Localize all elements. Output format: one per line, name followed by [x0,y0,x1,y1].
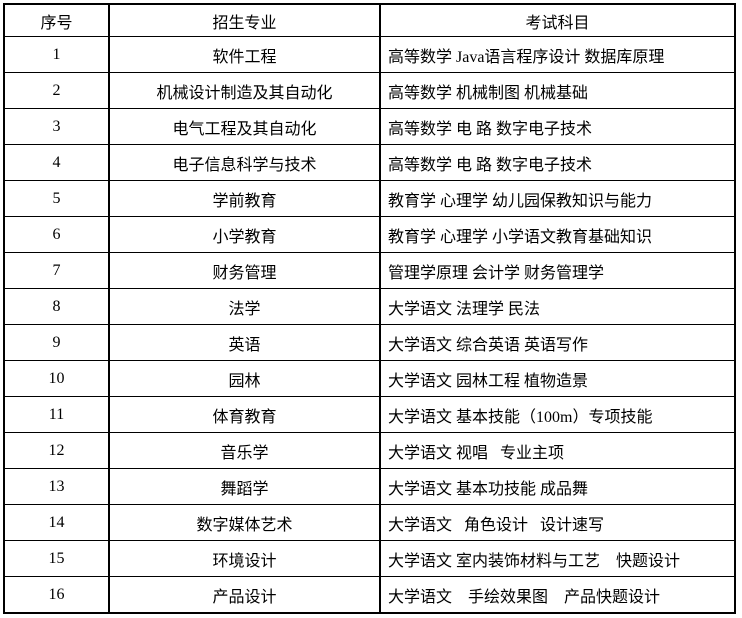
major-cell: 数字媒体艺术 [108,504,381,541]
major-cell: 产品设计 [108,576,381,614]
row-number-cell: 9 [3,324,110,361]
major-cell: 小学教育 [108,216,381,253]
row-number-cell: 7 [3,252,110,289]
major-cell: 体育教育 [108,396,381,433]
subjects-cell: 大学语文 法理学 民法 [379,288,736,325]
row-number-cell: 8 [3,288,110,325]
table-row: 7 财务管理 管理学原理 会计学 财务管理学 [3,252,736,289]
major-cell: 英语 [108,324,381,361]
subjects-cell: 大学语文 角色设计 设计速写 [379,504,736,541]
major-cell: 园林 [108,360,381,397]
major-cell: 环境设计 [108,540,381,577]
table-row: 4 电子信息科学与技术 高等数学 电 路 数字电子技术 [3,144,736,181]
row-number-cell: 4 [3,144,110,181]
row-number-cell: 2 [3,72,110,109]
subjects-cell: 高等数学 电 路 数字电子技术 [379,108,736,145]
major-cell: 电子信息科学与技术 [108,144,381,181]
table-row: 11 体育教育 大学语文 基本技能（100m）专项技能 [3,396,736,433]
subjects-cell: 大学语文 手绘效果图 产品快题设计 [379,576,736,614]
major-cell: 机械设计制造及其自动化 [108,72,381,109]
header-row: 序号 招生专业 考试科目 [3,3,736,37]
subjects-cell: 高等数学 电 路 数字电子技术 [379,144,736,181]
row-number-cell: 15 [3,540,110,577]
major-cell: 软件工程 [108,36,381,73]
subjects-cell: 大学语文 基本技能（100m）专项技能 [379,396,736,433]
table-body: 1 软件工程 高等数学 Java语言程序设计 数据库原理 2 机械设计制造及其自动化 高等… [3,36,736,614]
major-cell: 音乐学 [108,432,381,469]
table-row: 5 学前教育 教育学 心理学 幼儿园保教知识与能力 [3,180,736,217]
subjects-cell: 大学语文 综合英语 英语写作 [379,324,736,361]
major-cell: 法学 [108,288,381,325]
row-number-cell: 11 [3,396,110,433]
table-row: 13 舞蹈学 大学语文 基本功技能 成品舞 [3,468,736,505]
col-header-major: 招生专业 [108,3,381,37]
row-number-cell: 16 [3,576,110,614]
table-row: 14 数字媒体艺术 大学语文 角色设计 设计速写 [3,504,736,541]
major-cell: 财务管理 [108,252,381,289]
row-number-cell: 3 [3,108,110,145]
row-number-cell: 6 [3,216,110,253]
subjects-cell: 高等数学 机械制图 机械基础 [379,72,736,109]
row-number-cell: 5 [3,180,110,217]
subjects-cell: 大学语文 视唱 专业主项 [379,432,736,469]
col-header-serial-number: 序号 [3,3,110,37]
row-number-cell: 12 [3,432,110,469]
table-row: 3 电气工程及其自动化 高等数学 电 路 数字电子技术 [3,108,736,145]
row-number-cell: 13 [3,468,110,505]
table-row: 16 产品设计 大学语文 手绘效果图 产品快题设计 [3,576,736,614]
table-row: 15 环境设计 大学语文 室内装饰材料与工艺 快题设计 [3,540,736,577]
row-number-cell: 14 [3,504,110,541]
row-number-cell: 10 [3,360,110,397]
table-row: 6 小学教育 教育学 心理学 小学语文教育基础知识 [3,216,736,253]
major-cell: 学前教育 [108,180,381,217]
major-cell: 电气工程及其自动化 [108,108,381,145]
table-row: 10 园林 大学语文 园林工程 植物造景 [3,360,736,397]
subjects-cell: 教育学 心理学 小学语文教育基础知识 [379,216,736,253]
subjects-cell: 大学语文 园林工程 植物造景 [379,360,736,397]
table-row: 9 英语 大学语文 综合英语 英语写作 [3,324,736,361]
col-header-exam-subjects: 考试科目 [379,3,736,37]
row-number-cell: 1 [3,36,110,73]
subjects-cell: 管理学原理 会计学 财务管理学 [379,252,736,289]
admissions-exam-table: 序号 招生专业 考试科目 1 软件工程 高等数学 Java语言程序设计 数据库原理 2… [3,3,736,614]
subjects-cell: 大学语文 室内装饰材料与工艺 快题设计 [379,540,736,577]
table-row: 12 音乐学 大学语文 视唱 专业主项 [3,432,736,469]
major-cell: 舞蹈学 [108,468,381,505]
table-row: 2 机械设计制造及其自动化 高等数学 机械制图 机械基础 [3,72,736,109]
table-row: 8 法学 大学语文 法理学 民法 [3,288,736,325]
subjects-cell: 大学语文 基本功技能 成品舞 [379,468,736,505]
subjects-cell: 高等数学 Java语言程序设计 数据库原理 [379,36,736,73]
subjects-cell: 教育学 心理学 幼儿园保教知识与能力 [379,180,736,217]
table-row: 1 软件工程 高等数学 Java语言程序设计 数据库原理 [3,36,736,73]
